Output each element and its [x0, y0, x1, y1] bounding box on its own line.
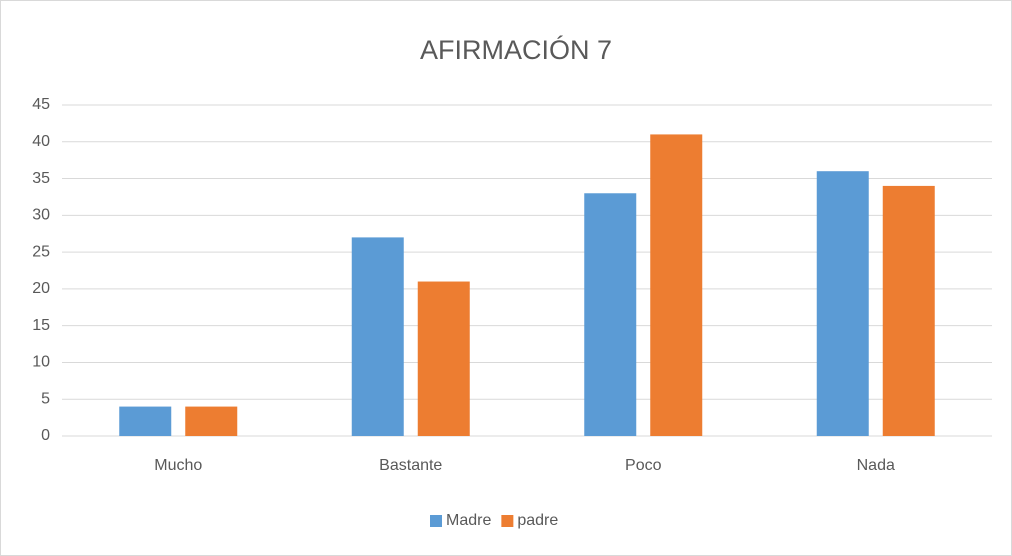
x-tick-label: Poco — [625, 457, 662, 474]
y-tick-label: 40 — [32, 133, 50, 150]
legend-swatch — [430, 515, 442, 527]
y-tick-label: 5 — [41, 390, 50, 407]
bar — [882, 185, 935, 436]
y-tick-label: 35 — [32, 170, 50, 187]
chart-title: AFIRMACIÓN 7 — [420, 34, 612, 65]
bar — [417, 281, 470, 436]
y-tick-label: 25 — [32, 243, 50, 260]
bar — [351, 237, 404, 436]
bar — [119, 406, 172, 436]
legend-label: padre — [517, 512, 558, 529]
bar — [816, 171, 869, 436]
y-tick-label: 30 — [32, 207, 50, 224]
bar — [650, 134, 703, 436]
x-tick-label: Bastante — [379, 457, 442, 474]
y-tick-label: 10 — [32, 354, 50, 371]
x-tick-label: Nada — [857, 457, 895, 474]
y-tick-label: 15 — [32, 317, 50, 334]
bar — [185, 406, 238, 436]
legend-swatch — [501, 515, 514, 527]
y-tick-label: 20 — [32, 280, 50, 297]
legend-label: Madre — [446, 512, 491, 529]
y-tick-label: 45 — [32, 96, 50, 113]
bar — [584, 193, 637, 436]
y-tick-label: 0 — [41, 427, 50, 444]
x-tick-label: Mucho — [154, 457, 202, 474]
